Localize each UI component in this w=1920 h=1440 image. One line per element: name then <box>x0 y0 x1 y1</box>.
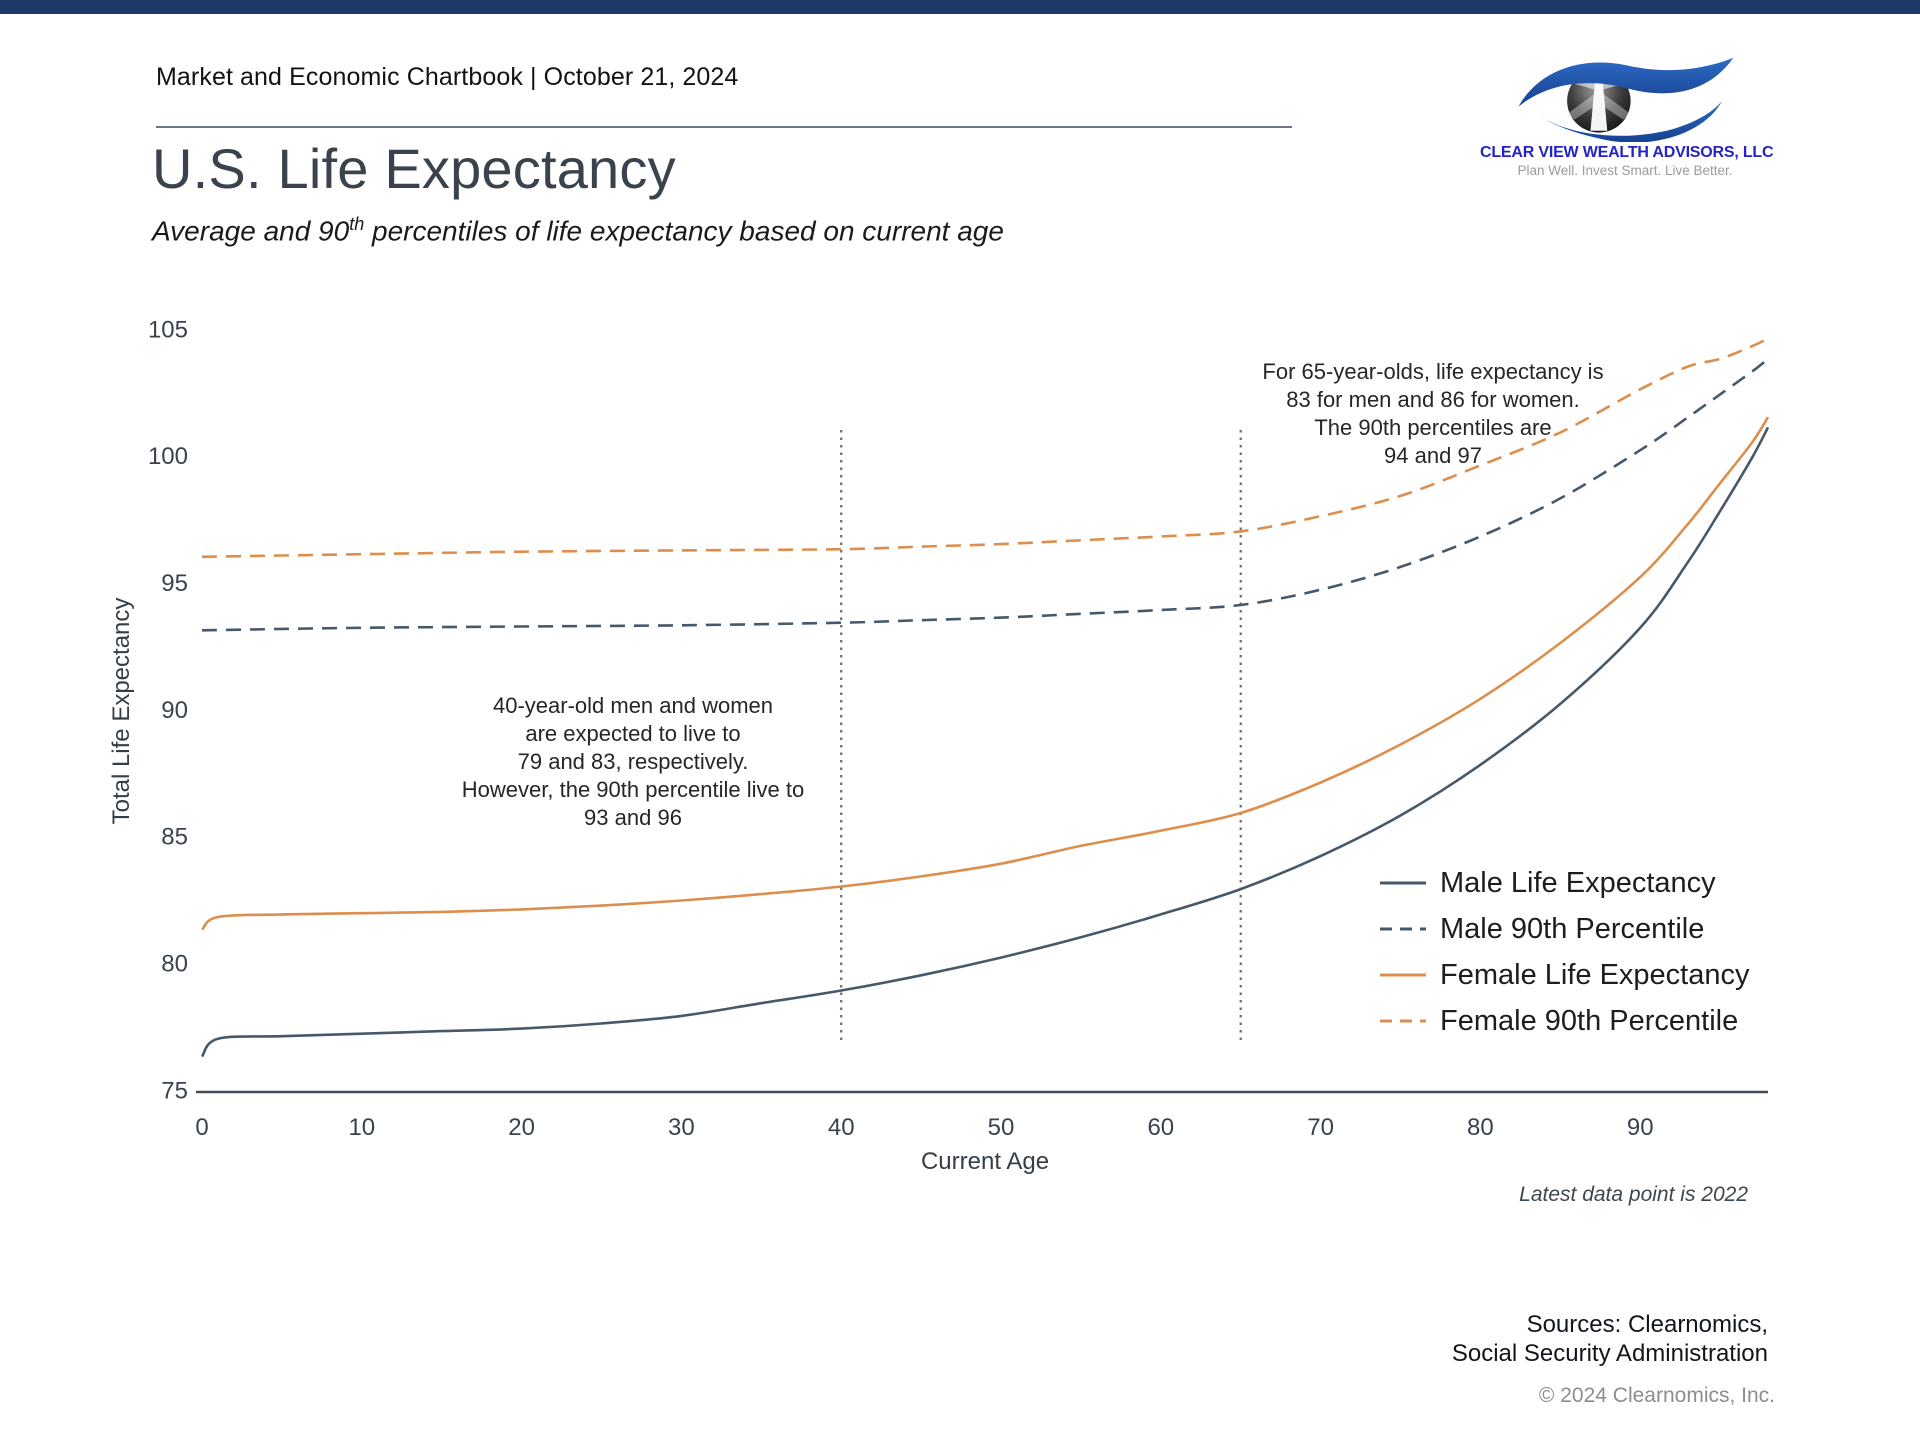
annotation-age-40: 40-year-old men and women are expected t… <box>461 693 805 830</box>
x-axis-label: Current Age <box>920 1148 1050 1175</box>
x-tick-label: 0 <box>195 1114 208 1141</box>
x-tick-label: 90 <box>1627 1114 1654 1141</box>
subtitle-text: Average and 90 <box>152 215 350 247</box>
y-tick-label: 90 <box>161 697 188 724</box>
annotation-age-65: For 65-year-olds, life expectancy is 83 … <box>1262 359 1604 468</box>
legend-item: Male Life Expectancy <box>1380 860 1749 906</box>
y-tick-label: 80 <box>161 951 188 978</box>
x-tick-label: 60 <box>1147 1114 1174 1141</box>
y-tick-label: 105 <box>148 316 188 343</box>
y-tick-label: 95 <box>161 570 188 597</box>
x-tick-label: 20 <box>508 1114 535 1141</box>
page-subtitle: Average and 90th percentiles of life exp… <box>152 214 1004 247</box>
x-tick-label: 80 <box>1467 1114 1494 1141</box>
logo-tagline: Plan Well. Invest Smart. Live Better. <box>1517 163 1733 178</box>
legend-line-sample <box>1380 973 1426 977</box>
legend-label: Female Life Expectancy <box>1440 958 1750 991</box>
y-tick-label: 85 <box>161 824 188 851</box>
logo-brand-text: CLEAR VIEW WEALTH ADVISORS, LLC <box>1480 144 1774 161</box>
series-line-female-life-expectancy <box>201 416 1770 931</box>
legend-line-sample <box>1380 927 1426 931</box>
series-line-male-90th-percentile <box>201 357 1769 632</box>
x-tick-label: 10 <box>348 1114 375 1141</box>
x-tick-label: 40 <box>828 1114 855 1141</box>
chartbook-header: Market and Economic Chartbook | October … <box>156 63 739 91</box>
latest-data-note: Latest data point is 2022 <box>1519 1183 1748 1206</box>
eye-lighthouse-icon <box>1518 57 1734 142</box>
top-accent-bar <box>0 0 1920 14</box>
y-tick-label: 100 <box>148 443 188 470</box>
company-logo: CLEAR VIEW WEALTH ADVISORS, LLC Plan Wel… <box>1480 56 1774 178</box>
legend-item: Female Life Expectancy <box>1380 952 1749 998</box>
copyright-text: © 2024 Clearnomics, Inc. <box>1538 1384 1775 1407</box>
page-title: U.S. Life Expectancy <box>152 137 676 200</box>
chart-legend: Male Life Expectancy Male 90th Percentile… <box>1380 860 1749 1044</box>
x-tick-label: 30 <box>668 1114 695 1141</box>
subtitle-superscript: th <box>349 214 365 234</box>
legend-line-sample <box>1380 1019 1426 1023</box>
series-line-male-life-expectancy <box>200 426 1770 1058</box>
x-tick-label: 50 <box>988 1114 1015 1141</box>
legend-item: Male 90th Percentile <box>1380 906 1749 952</box>
y-axis-label: Total Life Expectancy <box>108 597 135 825</box>
series-line-female-90th-percentile <box>201 337 1769 559</box>
legend-label: Female 90th Percentile <box>1440 1004 1739 1037</box>
y-tick-label: 75 <box>161 1077 188 1104</box>
legend-label: Male 90th Percentile <box>1440 912 1705 945</box>
x-tick-label: 70 <box>1307 1114 1334 1141</box>
legend-item: Female 90th Percentile <box>1380 998 1749 1044</box>
sources-text: Sources: Clearnomics, Social Security Ad… <box>1451 1311 1768 1367</box>
legend-line-sample <box>1380 881 1426 885</box>
legend-label: Male Life Expectancy <box>1440 866 1716 899</box>
header-rule <box>156 126 1292 128</box>
subtitle-text-cont: percentiles of life expectancy based on … <box>364 215 1004 247</box>
